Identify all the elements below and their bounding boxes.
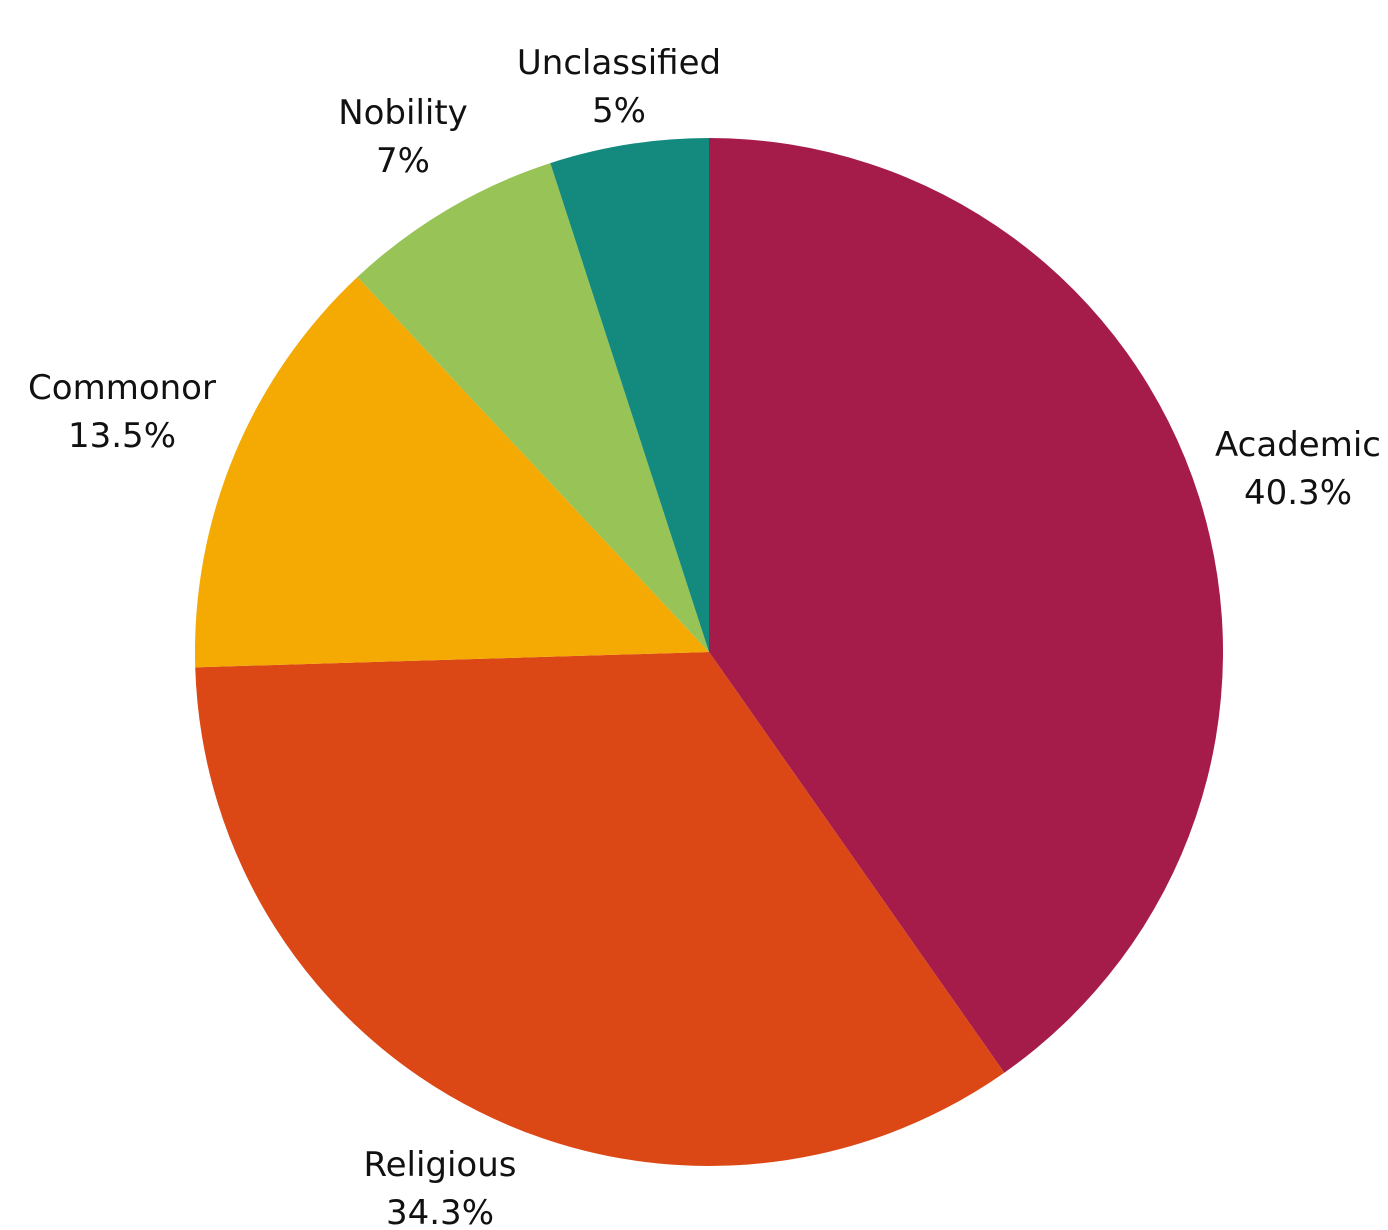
pie-slice-commonor xyxy=(195,277,710,668)
slice-value-academic: 40.3% xyxy=(1244,473,1352,513)
pie-slice-academic xyxy=(709,138,1224,1073)
pie-slice-unclassified xyxy=(550,138,709,652)
slice-label-academic: Academic xyxy=(1215,425,1381,465)
slice-value-nobility: 7% xyxy=(376,141,430,181)
slice-label-unclassified: Unclassified xyxy=(517,43,721,83)
slice-value-unclassified: 5% xyxy=(592,91,646,131)
slice-label-nobility: Nobility xyxy=(338,93,468,133)
pie-slice-nobility xyxy=(357,163,709,653)
slice-label-commonor: Commonor xyxy=(28,368,216,408)
pie-slice-religious xyxy=(195,652,1005,1167)
pie-labels: Academic 40.3% Religious 34.3% Commonor 13.5%… xyxy=(28,43,1381,1230)
slice-value-commonor: 13.5% xyxy=(68,416,176,456)
slice-value-religious: 34.3% xyxy=(386,1193,494,1230)
slice-label-religious: Religious xyxy=(364,1145,517,1185)
pie-slices xyxy=(195,138,1224,1167)
